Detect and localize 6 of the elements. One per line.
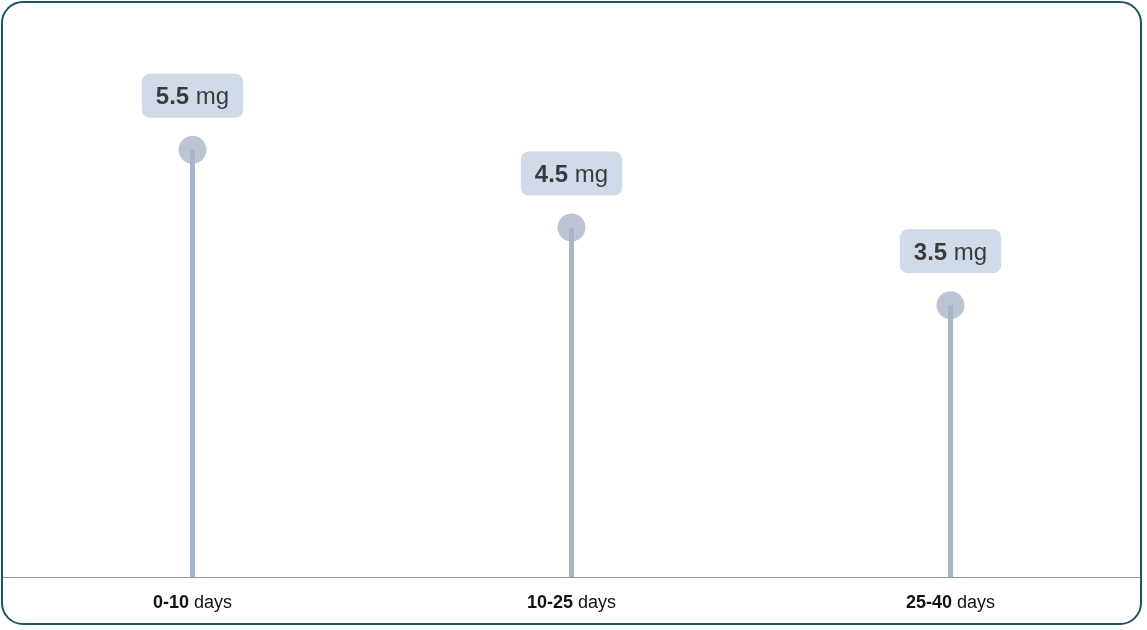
x-tick-label: 25-40 days (905, 592, 996, 612)
data-label: 4.5 mg (534, 159, 609, 187)
x-tick-label: 10-25 days (526, 592, 617, 612)
data-label: 5.5 mg (155, 82, 230, 110)
x-tick-label: 0-10 days (152, 592, 233, 612)
data-label: 3.5 mg (913, 237, 988, 265)
